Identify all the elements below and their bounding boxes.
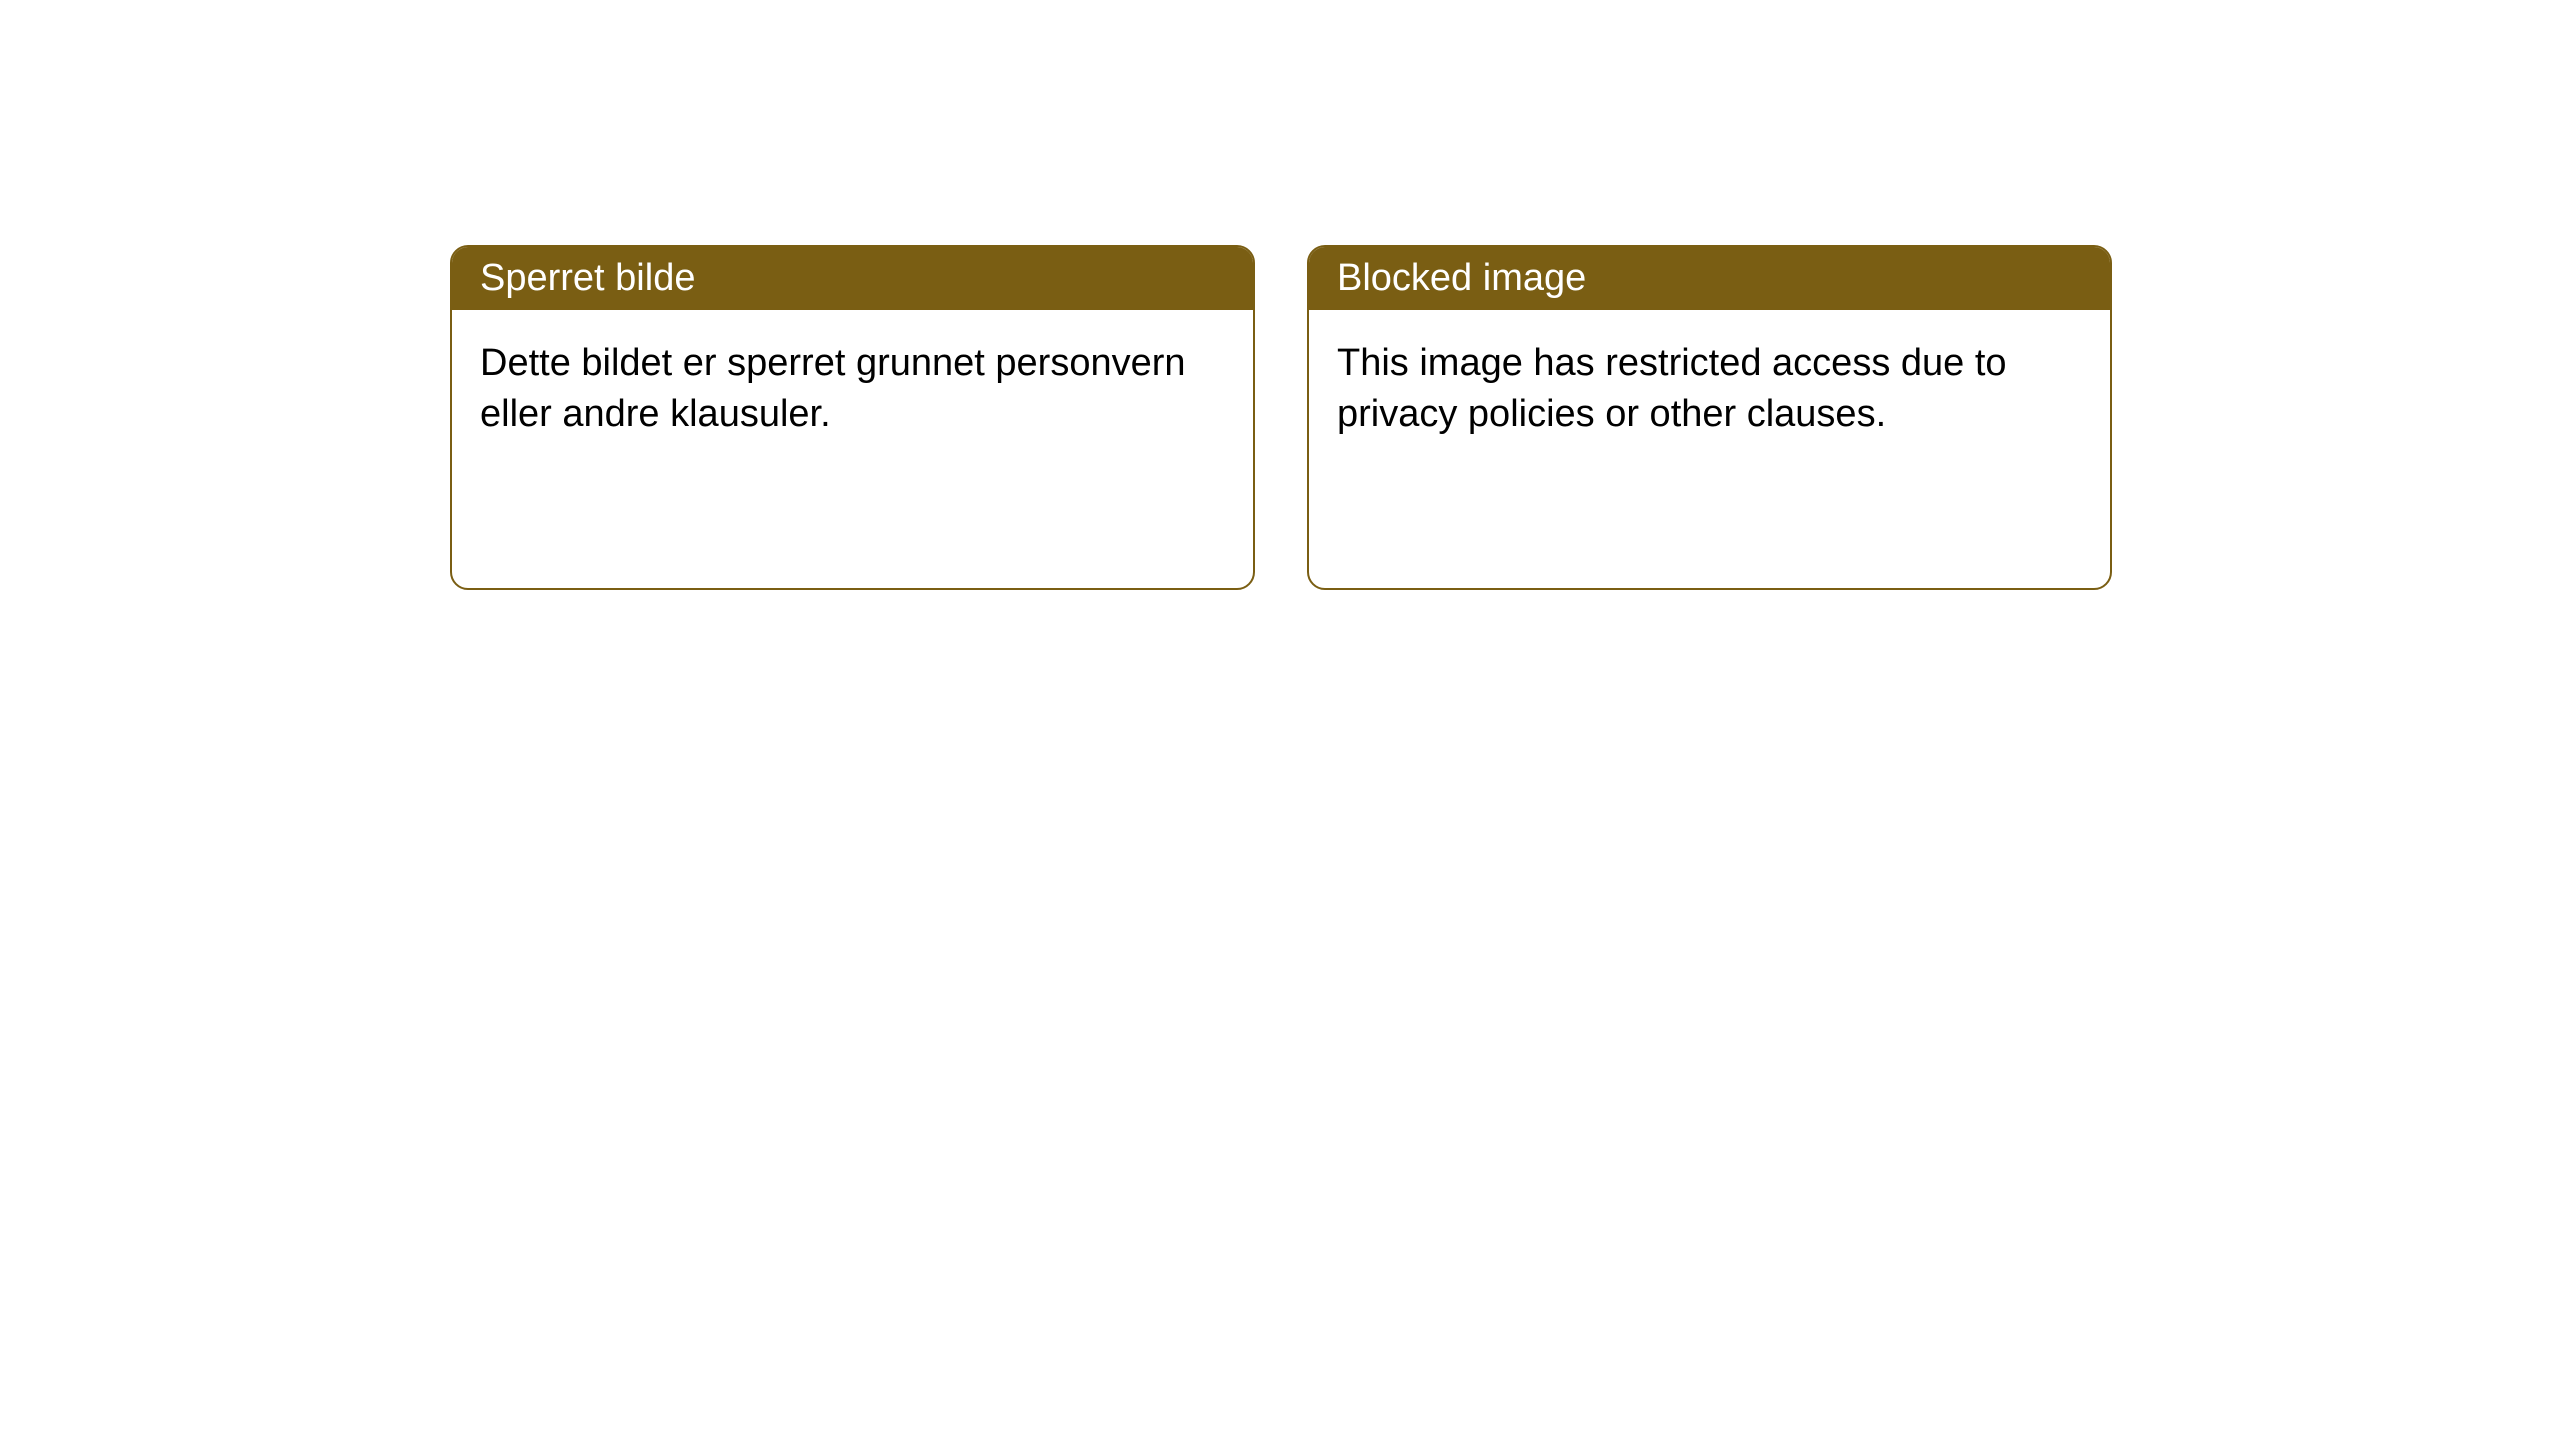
notice-text-english: This image has restricted access due to …	[1337, 338, 2082, 441]
notice-title-norwegian: Sperret bilde	[480, 257, 695, 299]
notice-header-english: Blocked image	[1309, 247, 2110, 310]
notice-body-english: This image has restricted access due to …	[1309, 310, 2110, 588]
notice-body-norwegian: Dette bildet er sperret grunnet personve…	[452, 310, 1253, 588]
notice-container: Sperret bilde Dette bildet er sperret gr…	[0, 0, 2560, 590]
notice-card-english: Blocked image This image has restricted …	[1307, 245, 2112, 590]
notice-title-english: Blocked image	[1337, 257, 1586, 299]
notice-header-norwegian: Sperret bilde	[452, 247, 1253, 310]
notice-text-norwegian: Dette bildet er sperret grunnet personve…	[480, 338, 1225, 441]
notice-card-norwegian: Sperret bilde Dette bildet er sperret gr…	[450, 245, 1255, 590]
